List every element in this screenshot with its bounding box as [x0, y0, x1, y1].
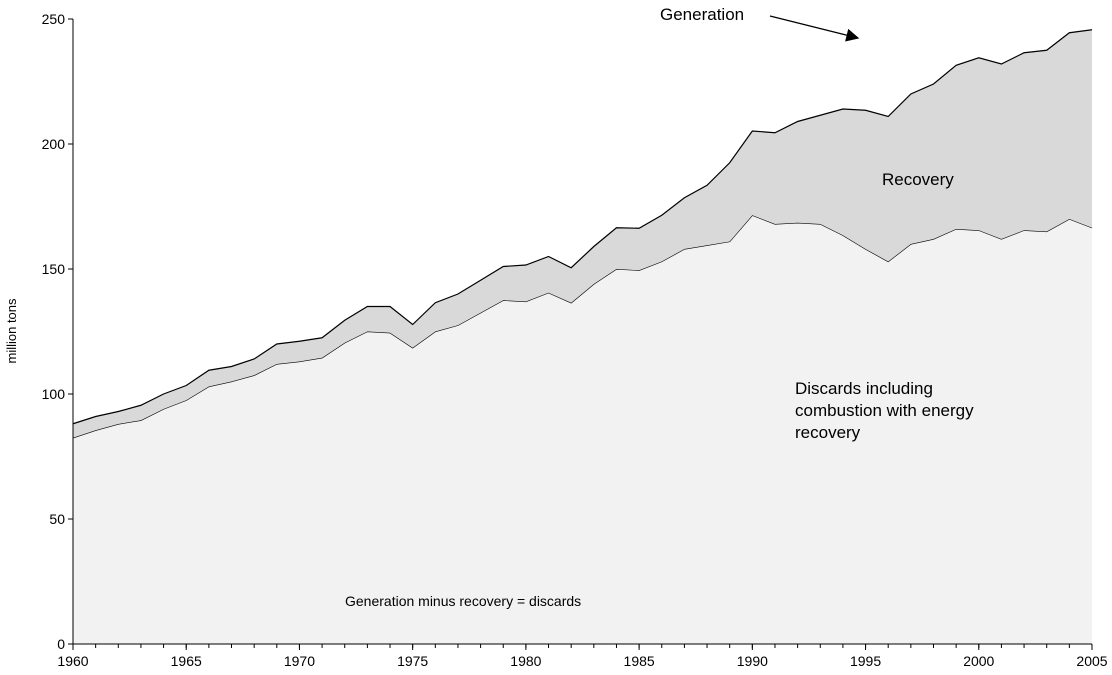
x-tick-label: 1965	[171, 653, 202, 669]
y-tick-label: 150	[42, 261, 66, 277]
area-edge	[72, 29, 1093, 425]
x-tick-label: 2000	[963, 653, 994, 669]
generation-label: Generation	[660, 5, 745, 24]
area	[73, 29, 1092, 438]
x-tick-label: 1960	[57, 653, 88, 669]
y-axis-label: million tons	[4, 298, 19, 364]
y-tick-label: 200	[42, 136, 66, 152]
y-tick-label: 100	[42, 386, 66, 402]
x-tick-label: 1970	[284, 653, 315, 669]
x-tick-label: 1980	[510, 653, 541, 669]
y-tick-label: 250	[42, 11, 66, 27]
x-tick-label: 1990	[737, 653, 768, 669]
x-tick-label: 1985	[624, 653, 655, 669]
x-tick-label: 2005	[1076, 653, 1107, 669]
x-tick-label: 1995	[850, 653, 881, 669]
formula-label: Generation minus recovery = discards	[345, 593, 582, 609]
recovery-label: Recovery	[882, 170, 954, 189]
area	[73, 215, 1092, 644]
annotation-arrow	[769, 15, 860, 42]
discards-label: Discards including combustion with energ…	[795, 379, 974, 442]
y-tick-label: 50	[49, 511, 65, 527]
x-tick-label: 1975	[397, 653, 428, 669]
y-tick-label: 0	[57, 636, 65, 652]
